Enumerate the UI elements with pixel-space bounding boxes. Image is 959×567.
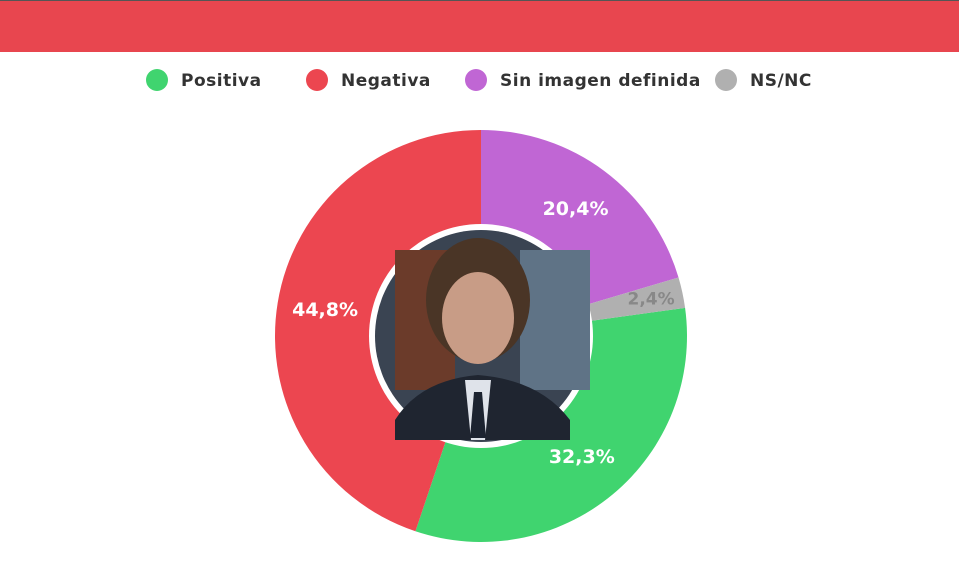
header-bar xyxy=(0,0,959,52)
value-label: 20,4% xyxy=(543,198,609,220)
legend-label: Sin imagen definida xyxy=(500,71,701,91)
slice xyxy=(481,130,679,306)
slice xyxy=(584,277,686,322)
center-photo xyxy=(369,224,593,448)
value-label: 2,4% xyxy=(628,289,675,309)
value-label: 32,3% xyxy=(549,446,615,468)
legend-marker xyxy=(465,69,487,91)
legend-marker xyxy=(715,69,737,91)
legend-marker xyxy=(306,69,328,91)
legend-label: Negativa xyxy=(341,71,431,91)
legend-label: Positiva xyxy=(181,71,262,91)
value-label: 44,8% xyxy=(292,299,358,321)
legend-marker xyxy=(146,69,168,91)
legend-label: NS/NC xyxy=(750,71,812,91)
